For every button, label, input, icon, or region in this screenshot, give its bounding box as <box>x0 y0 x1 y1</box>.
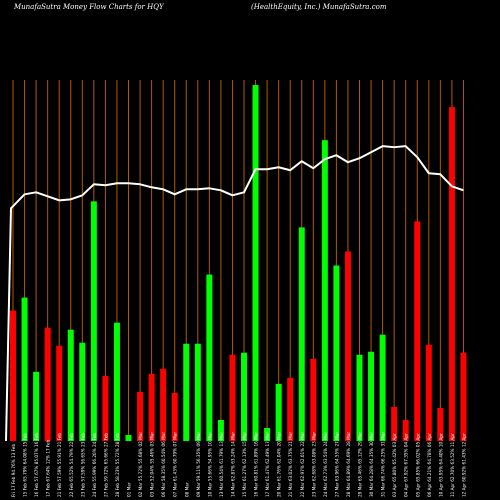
bar-up <box>33 371 40 441</box>
x-tick-label: 10 Apr 63.95% 64.40% 10 Apr <box>438 433 443 497</box>
bar-up <box>252 85 259 441</box>
bar-up <box>264 427 271 441</box>
x-tick-label: 01 Mar <box>127 482 132 497</box>
bar-down <box>391 406 398 441</box>
x-tick-label: 17 Feb 67.64% 12% 17 Feb <box>46 439 51 497</box>
bar-up <box>206 274 213 441</box>
bar-down <box>437 407 444 441</box>
bar-up <box>321 140 328 441</box>
bar-up <box>298 227 305 441</box>
bar-down <box>56 345 63 441</box>
x-tick-label: 21 Mar 63.02% 63.75% 21 Mar <box>288 432 293 497</box>
x-axis-labels: Fri 17 Feb 94.76% 13 Feb 15 Feb 65.79% 64… <box>11 432 466 497</box>
bar-up <box>21 297 28 441</box>
x-tick-label: 10 Mar 55.66% 54.95% 10 Mar <box>207 432 212 497</box>
x-tick-label: Fri 17 Feb 94.76% 13 Feb <box>11 444 16 497</box>
x-tick-label: 09 Mar 59.11% 56.35% 09 Mar <box>196 432 201 497</box>
bar-down <box>344 251 351 441</box>
x-tick-label: 28 Mar 64.89% 64.69% 28 Mar <box>346 432 351 497</box>
x-tick-label: 28 Feb 58.23% 55.72% 28 Feb <box>115 433 120 497</box>
bar-down <box>44 327 51 441</box>
company-name: (HealthEquity, Inc.) MunafaSutra.com <box>251 3 387 11</box>
bar-down <box>160 368 167 441</box>
bar-up <box>113 322 120 441</box>
bar-down <box>414 221 421 441</box>
bar-up <box>356 354 363 441</box>
x-tick-label: 15 Mar 61.27% 62.13% 15 Mar <box>242 432 247 497</box>
x-tick-label: 24 Mar 62.73% 63.54% 24 Mar <box>323 432 328 497</box>
bar-down <box>310 358 317 441</box>
x-tick-label: 23 Feb 57.59% 56.65% 23 Feb <box>80 433 85 497</box>
x-tick-label: 23 Mar 62.68% 63.08% 23 Mar <box>311 432 316 497</box>
x-tick-label: 06 Apr 64.21% 64.78% 06 Apr <box>427 433 432 497</box>
x-tick-label: 22 Feb 65.52% 54.79% 22 Feb <box>69 433 74 497</box>
x-tick-label: 27 Mar 63.96% 64.55% 27 Mar <box>334 432 339 497</box>
x-tick-label: 04 Apr 67.92% 67.35% 04 Apr <box>404 433 409 497</box>
x-tick-label: 24 Feb 55.99% 66.20% 24 Feb <box>92 433 97 497</box>
bar-down <box>402 419 409 441</box>
bar-down <box>287 377 294 441</box>
bar-up <box>333 265 340 441</box>
bar-down <box>229 354 236 441</box>
bar-up <box>125 434 132 441</box>
bar-up <box>67 329 74 441</box>
bar-down <box>137 391 144 441</box>
x-tick-label: 21 Feb 57.59% 55.91% 21 Feb <box>57 433 62 497</box>
x-tick-label: 22 Mar 62.97% 62.01% 22 Mar <box>300 432 305 497</box>
chart-title: MunafaSutra Money Flow Charts for HQY <box>14 3 164 11</box>
bar-up <box>194 343 201 441</box>
x-tick-label: 30 Mar 64.28% 64.35% 30 Mar <box>369 432 374 497</box>
x-tick-label: 12 Apr 60.92% 61.43% 12 Apr <box>461 433 466 497</box>
bars <box>10 85 467 441</box>
x-tick-label: 03 Apr 65.80% 65.42% 03 Apr <box>392 433 397 497</box>
bar-down <box>448 107 455 441</box>
bar-down <box>171 392 178 441</box>
x-tick-label: 05 Apr 65.85% 66.02% 05 Apr <box>415 433 420 497</box>
x-tick-label: 31 Mar 66.74% 66.25% 31 Mar <box>381 432 386 497</box>
x-tick-label: 13 Mar 60.54% 61.79% 13 Mar <box>219 432 224 497</box>
x-tick-label: 15 Feb 65.79% 64.08% 15 Feb <box>23 433 28 497</box>
x-tick-label: 14 Mar 62.87% 63.24% 14 Mar <box>230 432 235 497</box>
x-tick-label: 16 Mar 60.81% 61.89% 16 Mar <box>254 432 259 497</box>
bar-up <box>183 343 190 441</box>
x-tick-label: 29 Mar 65.46% 65.12% 29 Mar <box>358 432 363 497</box>
bar-down <box>148 373 155 441</box>
x-tick-label: 02 Mar 55.72% 55.68% 02 Mar <box>138 432 143 497</box>
bar-up <box>90 201 97 441</box>
money-flow-line <box>5 145 464 442</box>
x-tick-label: 08 Mar <box>184 482 189 497</box>
x-tick-label: 17 Mar 61.47% 62.49% 17 Mar <box>265 432 270 497</box>
x-tick-label: 16 Feb 57.67% 85.07% 16 Feb <box>34 433 39 497</box>
bar-up <box>275 383 282 441</box>
bar-down <box>425 344 432 441</box>
bar-down <box>102 375 109 441</box>
bar-up <box>368 351 375 441</box>
x-tick-label: 03 Mar 52.04% 55.46% 03 Mar <box>150 432 155 497</box>
bar-down <box>460 352 467 441</box>
bar-down <box>10 310 16 441</box>
bar-up <box>379 334 386 441</box>
x-tick-label: 27 Feb 59.72% 65.66% 27 Feb <box>103 433 108 497</box>
bar-up <box>241 352 247 441</box>
x-tick-label: 20 Mar 61.76% 62.04% 20 Mar <box>277 432 282 497</box>
bar-up <box>217 419 224 441</box>
x-tick-label: 07 Mar 61.43% 60.79% 07 Mar <box>173 432 178 497</box>
x-tick-label: 06 Mar 58.35% 60.54% 06 Mar <box>161 432 166 497</box>
bar-up <box>79 342 86 441</box>
x-tick-label: 11 Apr 62.70% 63.52% 11 Apr <box>450 433 455 497</box>
